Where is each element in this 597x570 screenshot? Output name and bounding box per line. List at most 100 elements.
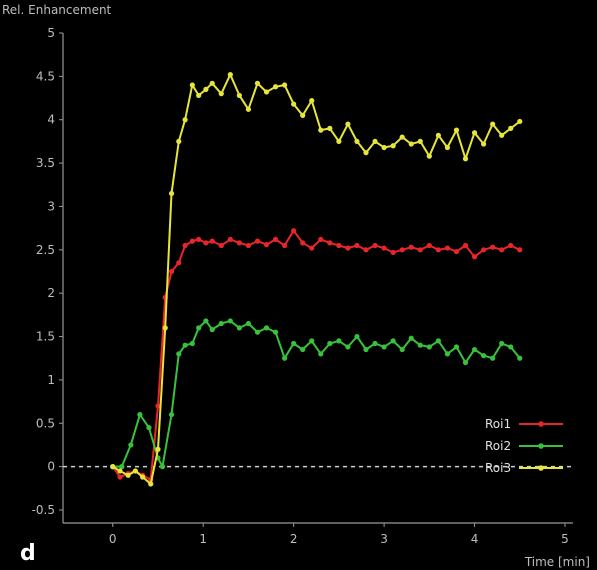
data-point — [282, 82, 288, 88]
data-point — [300, 346, 306, 353]
data-point — [272, 329, 279, 335]
data-point — [390, 143, 396, 149]
y-tick-label: 3.5 — [36, 156, 55, 170]
legend-label: Roi2 — [485, 439, 511, 453]
data-point — [282, 355, 288, 361]
data-point — [381, 344, 387, 350]
data-point — [110, 464, 116, 470]
data-point — [480, 247, 487, 253]
data-point — [168, 190, 175, 197]
data-point — [117, 468, 123, 474]
data-point — [168, 411, 175, 418]
x-tick-label: 2 — [290, 532, 298, 546]
series-layer — [110, 72, 523, 487]
data-point — [462, 242, 469, 249]
data-point — [254, 238, 261, 244]
y-tick-label: 2.5 — [36, 243, 55, 257]
data-point — [462, 156, 469, 162]
x-tick-label: 0 — [109, 532, 117, 546]
data-point — [254, 80, 261, 86]
data-point — [209, 238, 215, 244]
data-point — [435, 338, 441, 344]
x-tick-label: 3 — [380, 532, 388, 546]
data-point — [155, 446, 161, 452]
data-point — [254, 329, 261, 335]
data-point — [345, 245, 351, 251]
panel-label: d — [20, 541, 36, 566]
data-point — [426, 153, 432, 159]
data-point — [182, 117, 188, 123]
data-point — [363, 150, 369, 156]
y-tick-label: 5 — [47, 26, 55, 40]
data-point — [471, 254, 478, 260]
data-point — [282, 242, 288, 249]
data-point — [336, 242, 342, 249]
data-point — [128, 442, 134, 448]
data-point — [490, 355, 496, 361]
data-point — [354, 333, 360, 340]
data-point — [372, 138, 378, 145]
y-tick-label: 3 — [47, 199, 55, 213]
data-point — [408, 141, 414, 147]
data-point — [300, 240, 306, 246]
data-point — [272, 84, 279, 90]
legend: Roi1 Roi2 Roi3 — [485, 417, 563, 475]
data-point — [517, 247, 523, 253]
y-tick-label: -0.5 — [32, 503, 55, 517]
y-tick-label: 0.5 — [36, 416, 55, 430]
data-point — [318, 236, 324, 243]
data-point — [146, 425, 152, 431]
data-point — [218, 242, 224, 249]
data-point — [490, 121, 496, 127]
data-point — [327, 125, 333, 131]
data-point — [155, 403, 161, 409]
data-point — [196, 92, 202, 99]
data-point — [309, 245, 315, 251]
data-point — [354, 138, 360, 145]
data-point — [336, 138, 342, 145]
data-point — [372, 242, 378, 249]
x-tick-label: 5 — [561, 532, 569, 546]
data-point — [517, 355, 523, 361]
data-point — [182, 242, 188, 249]
series-line-roi2 — [112, 319, 521, 468]
data-point — [381, 144, 387, 151]
data-point — [318, 351, 324, 357]
data-point — [435, 247, 441, 253]
data-point — [245, 320, 252, 327]
data-point — [390, 249, 396, 256]
data-point — [408, 335, 414, 341]
data-point — [499, 132, 505, 138]
data-point — [162, 325, 168, 331]
data-point — [453, 127, 460, 133]
data-point — [159, 464, 166, 470]
data-point — [426, 242, 432, 249]
data-point — [480, 141, 487, 147]
data-point — [227, 72, 233, 78]
data-point — [508, 125, 514, 131]
data-point — [363, 247, 369, 253]
data-point — [327, 240, 333, 246]
data-point — [227, 236, 233, 243]
data-point — [272, 236, 279, 243]
data-point — [203, 86, 209, 92]
data-point — [291, 101, 297, 107]
y-tick-label: 1 — [47, 373, 55, 387]
data-point — [218, 320, 224, 327]
data-point — [480, 353, 487, 359]
data-point — [499, 247, 505, 253]
data-point — [182, 342, 188, 348]
data-point — [203, 318, 209, 324]
data-point — [176, 260, 182, 266]
data-point — [318, 127, 324, 133]
series-line-roi1 — [111, 229, 521, 481]
data-point — [444, 351, 451, 357]
x-axis-label: Time [min] — [524, 555, 590, 569]
data-point — [189, 340, 195, 347]
data-point — [517, 118, 523, 125]
data-point — [471, 130, 478, 136]
series-roi2 — [110, 318, 523, 470]
data-point — [300, 112, 306, 118]
data-point — [209, 80, 215, 86]
